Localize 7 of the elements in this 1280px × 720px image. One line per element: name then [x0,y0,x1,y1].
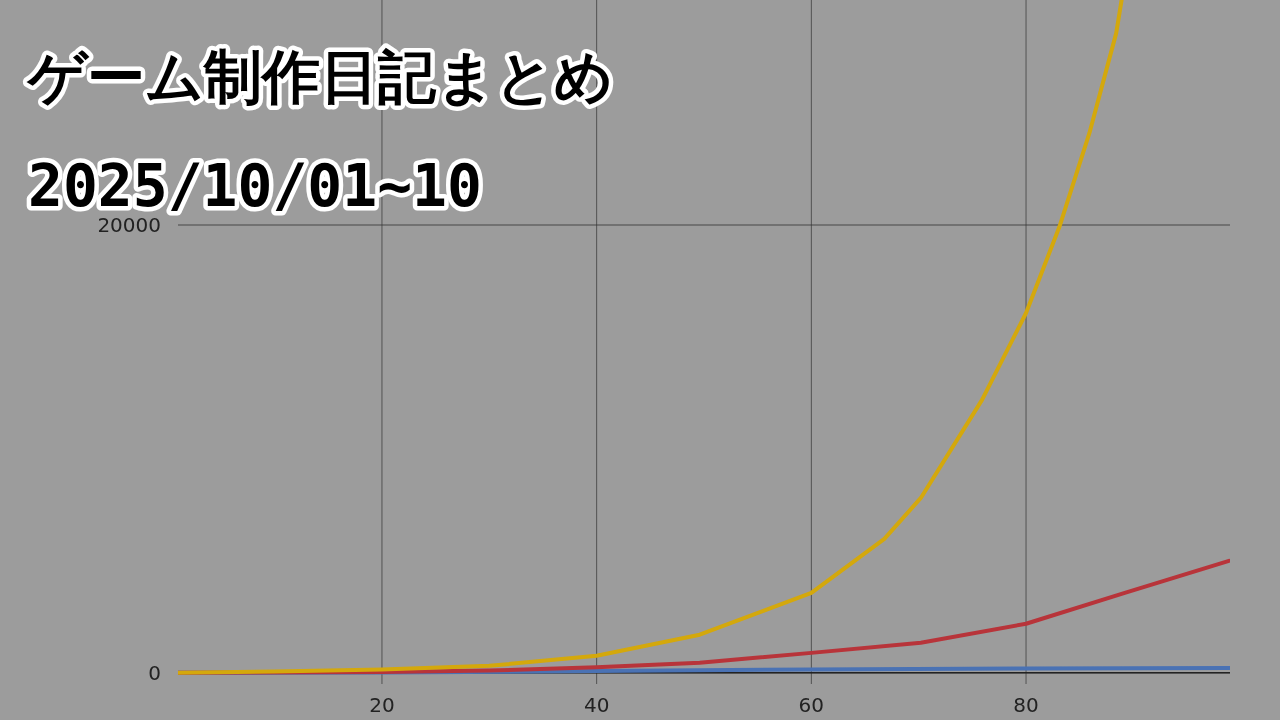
x-tick-label: 40 [583,693,610,717]
text: ゲーム制作日記まとめ [26,43,613,111]
y-tick-label: 0 [148,660,161,685]
y-tick-label: 20000 [97,213,161,238]
x-tick-label: 20 [369,693,395,717]
x-tick-label: 80 [1013,693,1039,717]
x-tick-label: 60 [798,693,825,717]
